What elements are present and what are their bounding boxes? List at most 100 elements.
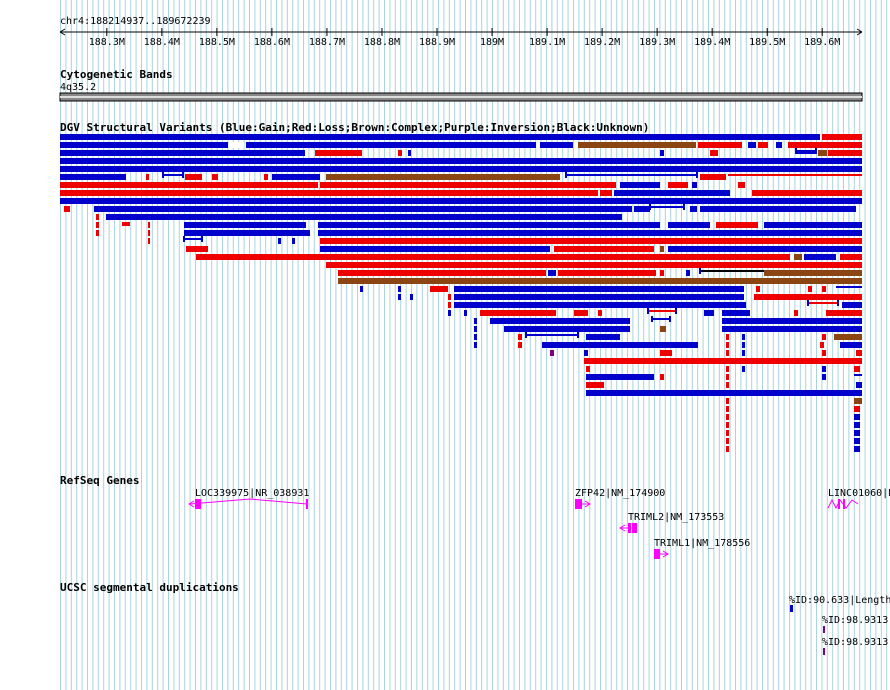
gene-triml2-exon xyxy=(635,523,637,533)
dgv-variant xyxy=(315,150,362,156)
dgv-variant xyxy=(398,150,402,156)
dgv-variant xyxy=(764,270,862,276)
dgv-variant xyxy=(854,398,862,404)
dgv-variant xyxy=(726,366,729,372)
dgv-variant-tick xyxy=(577,332,579,338)
gene-linc01060[interactable]: LINC01060|N xyxy=(827,488,890,510)
dgv-variant xyxy=(490,318,630,324)
dgv-variant xyxy=(794,310,798,316)
dgv-variant xyxy=(548,270,556,276)
dgv-variant-tick xyxy=(201,236,203,242)
gene-loc339975-arrow-icon xyxy=(188,500,195,508)
dgv-variant xyxy=(704,310,714,316)
dgv-variant-tick xyxy=(675,308,677,314)
dgv-variant-tick xyxy=(649,204,651,210)
dgv-variant xyxy=(550,350,554,356)
dgv-variant-tick xyxy=(696,172,698,178)
ruler-right-arrow-icon xyxy=(856,28,863,36)
dgv-variant-tick xyxy=(699,268,701,274)
dgv-variant xyxy=(726,334,729,340)
gene-zfp42[interactable]: ZFP42|NM_174900 xyxy=(575,488,665,509)
segdup-track[interactable]: UCSC segmental duplications %ID:90.633|L… xyxy=(60,581,890,655)
dgv-variant xyxy=(822,134,862,140)
gene-triml1[interactable]: TRIML1|NM_178556 xyxy=(654,538,750,559)
dgv-variant-tick xyxy=(837,300,839,306)
gene-triml2[interactable]: TRIML2|NM_173553 xyxy=(619,512,724,533)
dgv-variant xyxy=(854,438,860,444)
dgv-variant xyxy=(96,222,99,228)
dgv-variant xyxy=(163,174,183,176)
gene-label: ZFP42|NM_174900 xyxy=(575,488,665,499)
segdup-label: %ID:98.9313 xyxy=(822,615,888,626)
dgv-variant xyxy=(660,326,666,332)
gene-triml1-arrow-icon xyxy=(662,550,669,558)
gene-label: LINC01060|N xyxy=(828,488,890,499)
dgv-variant xyxy=(474,334,477,340)
dgv-variant xyxy=(840,342,862,348)
dgv-variant xyxy=(856,350,862,356)
gene-loc339975-exon-end xyxy=(306,499,308,509)
dgv-variant xyxy=(660,350,672,356)
dgv-variant xyxy=(660,150,664,156)
dgv-variant xyxy=(726,430,729,436)
dgv-variant xyxy=(614,190,730,196)
dgv-variant-tick xyxy=(525,332,527,338)
dgv-variant xyxy=(60,198,862,204)
dgv-variant xyxy=(326,262,862,268)
dgv-variant xyxy=(820,342,824,348)
dgv-variant xyxy=(94,206,632,212)
dgv-variant xyxy=(754,294,862,300)
dgv-variant xyxy=(64,206,70,212)
dgv-variant xyxy=(726,382,729,388)
dgv-variant xyxy=(148,230,150,236)
dgv-variant xyxy=(690,206,697,212)
dgv-variant xyxy=(758,142,768,148)
dgv-variant xyxy=(318,230,862,236)
dgv-variant xyxy=(360,286,363,292)
segdup-feature[interactable]: %ID:98.9313 xyxy=(822,615,888,633)
dgv-variant xyxy=(278,238,281,244)
refseq-track[interactable]: RefSeq Genes LOC339975|NR_038931 ZFP42|N… xyxy=(60,474,890,559)
dgv-variant xyxy=(184,238,202,240)
dgv-variant xyxy=(710,150,718,156)
dgv-variant xyxy=(854,430,860,436)
dgv-variant xyxy=(796,150,817,154)
dgv-track-title: DGV Structural Variants (Blue:Gain;Red:L… xyxy=(60,121,649,134)
dgv-variant xyxy=(726,350,729,356)
ruler-tick-label: 188.3M xyxy=(89,37,125,48)
ruler-tick-label: 189.5M xyxy=(749,37,785,48)
dgv-track[interactable]: DGV Structural Variants (Blue:Gain;Red:L… xyxy=(60,121,862,452)
segdup-mark xyxy=(823,648,825,655)
segdup-feature[interactable]: %ID:90.633|Length xyxy=(789,595,890,612)
dgv-variant-tick xyxy=(182,172,184,178)
dgv-variant xyxy=(558,270,656,276)
dgv-variant xyxy=(700,206,856,212)
dgv-variant xyxy=(448,294,451,300)
gene-loc339975[interactable]: LOC339975|NR_038931 xyxy=(188,488,309,509)
dgv-variant xyxy=(854,422,860,428)
dgv-variant xyxy=(726,374,729,380)
dgv-variant xyxy=(742,350,745,356)
dgv-variant xyxy=(526,334,578,336)
dgv-variant xyxy=(742,342,745,348)
segdup-feature[interactable]: %ID:98.9313 xyxy=(822,637,888,655)
ruler-tick-label: 189.6M xyxy=(804,37,840,48)
segdup-label: %ID:98.9313 xyxy=(822,637,888,648)
segdup-mark xyxy=(823,626,825,633)
gene-triml2-arrow-icon xyxy=(619,524,626,532)
ruler[interactable]: chr4:188214937..189672239 188.3M 188.4M 18… xyxy=(59,16,863,48)
cytoband-track[interactable]: Cytogenetic Bands 4q35.2 xyxy=(59,68,863,102)
dgv-variant xyxy=(584,350,588,356)
gene-loc339975-exon xyxy=(195,499,201,509)
dgv-variant xyxy=(748,142,756,148)
dgv-variant xyxy=(464,310,467,316)
dgv-variant xyxy=(794,254,802,260)
dgv-variant xyxy=(836,286,862,288)
dgv-variant xyxy=(834,334,862,340)
gene-linc01060-exon xyxy=(838,499,840,509)
dgv-variant xyxy=(474,342,477,348)
dgv-variant xyxy=(828,150,862,156)
dgv-variant xyxy=(854,414,860,420)
dgv-variant xyxy=(854,406,860,412)
dgv-variant-tick xyxy=(162,172,164,178)
